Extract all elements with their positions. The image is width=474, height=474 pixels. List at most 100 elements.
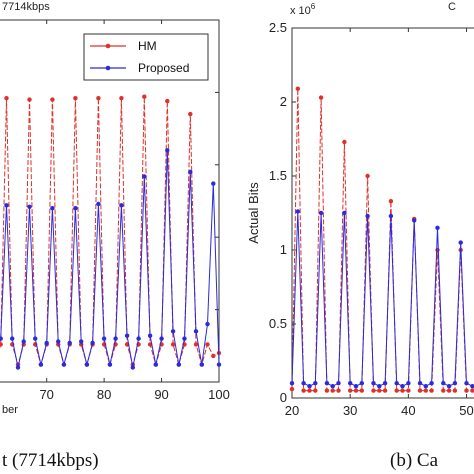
series-point-proposed xyxy=(119,203,124,208)
series-point-proposed xyxy=(441,381,446,386)
chart-right-title: C xyxy=(448,1,456,13)
chart-right-ylabel: Actual Bits xyxy=(246,182,261,244)
series-point-proposed xyxy=(27,204,32,209)
series-point-hm xyxy=(330,388,335,393)
chart-right-exponent-power: 6 xyxy=(311,2,316,11)
series-point-proposed xyxy=(452,381,458,386)
series-point-hm xyxy=(446,388,452,393)
series-point-hm xyxy=(307,388,312,393)
series-point-proposed xyxy=(199,362,204,367)
series-point-proposed xyxy=(142,174,147,179)
series-point-hm xyxy=(27,97,32,102)
x-tick-label: 30 xyxy=(343,403,357,418)
y-tick-label: 0 xyxy=(280,390,287,405)
series-point-proposed xyxy=(113,336,118,341)
series-point-proposed xyxy=(101,336,107,341)
series-point-hm xyxy=(4,96,9,101)
legend-box xyxy=(83,33,209,81)
series-point-proposed xyxy=(295,209,300,214)
series-point-proposed xyxy=(301,381,306,386)
series-point-proposed xyxy=(289,381,295,386)
series-point-hm xyxy=(377,388,382,393)
series-point-proposed xyxy=(176,362,181,367)
series-point-hm xyxy=(301,388,306,393)
series-point-hm xyxy=(73,96,78,101)
series-point-hm xyxy=(119,96,124,101)
series-line-proposed xyxy=(291,211,474,387)
series-point-proposed xyxy=(324,381,330,386)
series-point-proposed xyxy=(136,336,141,341)
series-point-hm xyxy=(382,388,388,393)
series-point-proposed xyxy=(90,340,95,346)
series-point-hm xyxy=(342,139,347,145)
y-tick-label: 1.5 xyxy=(269,168,287,183)
series-point-hm xyxy=(423,388,428,393)
series-point-hm xyxy=(313,388,318,393)
series-point-proposed xyxy=(107,362,113,367)
x-tick-label: 50 xyxy=(459,403,473,418)
series-line-proposed xyxy=(0,150,220,368)
x-tick-label: 70 xyxy=(39,387,53,402)
series-point-proposed xyxy=(388,213,394,219)
series-point-proposed xyxy=(470,384,474,389)
series-point-hm xyxy=(417,388,423,393)
series-point-proposed xyxy=(330,384,335,389)
series-point-proposed xyxy=(188,169,193,175)
series-point-proposed xyxy=(336,381,341,386)
series-point-proposed xyxy=(313,381,318,386)
series-point-proposed xyxy=(377,384,382,389)
series-point-proposed xyxy=(307,384,312,389)
series-point-proposed xyxy=(84,362,90,367)
series-point-hm xyxy=(441,388,446,393)
legend-proposed-label: Proposed xyxy=(138,61,189,75)
chart-right-ticks: 20 30 40 50 0 0.5 1 1.5 2 2.5 xyxy=(269,20,474,418)
series-point-proposed xyxy=(429,381,434,386)
series-point-hm xyxy=(429,388,434,393)
series-point-proposed xyxy=(365,213,370,219)
chart-right-exponent: x 106 xyxy=(290,2,316,17)
series-point-hm xyxy=(289,386,295,392)
series-point-hm xyxy=(205,342,210,347)
chart-left-series xyxy=(0,94,222,370)
series-point-proposed xyxy=(165,148,170,153)
series-point-proposed xyxy=(394,381,399,386)
series-point-proposed xyxy=(371,381,376,386)
x-tick-label: 90 xyxy=(154,387,168,402)
series-point-proposed xyxy=(342,210,347,216)
series-point-hm xyxy=(406,388,411,393)
chart-left-ticks: 70 80 90 100 xyxy=(39,19,230,402)
chart-left-legend: HM Proposed xyxy=(83,33,209,81)
series-point-proposed xyxy=(10,336,15,341)
series-point-hm xyxy=(371,388,376,393)
chart-right-series xyxy=(289,86,474,393)
legend-hm-marker xyxy=(105,43,111,49)
x-tick-label: 40 xyxy=(401,403,415,418)
series-point-proposed xyxy=(15,365,21,370)
series-point-proposed xyxy=(0,336,3,341)
series-point-proposed xyxy=(406,381,411,386)
chart-right: C x 106 Actual Bits 20 30 40 50 0 0.5 1 1.5 2 2.5… xyxy=(246,1,474,471)
legend-hm-label: HM xyxy=(138,39,157,53)
y-tick-label: 2 xyxy=(280,94,287,109)
series-point-hm xyxy=(50,97,55,102)
series-point-proposed xyxy=(38,362,44,367)
series-point-proposed xyxy=(4,203,9,208)
series-point-hm xyxy=(353,388,359,393)
series-point-proposed xyxy=(211,181,216,186)
series-point-proposed xyxy=(73,206,78,211)
series-point-proposed xyxy=(400,384,405,389)
series-point-hm xyxy=(295,86,300,91)
chart-left: 7714kbps 70 80 90 100 HM Proposed ber t (77… xyxy=(0,1,230,471)
series-point-proposed xyxy=(417,381,423,386)
series-point-hm xyxy=(193,342,199,347)
series-point-proposed xyxy=(130,365,135,370)
series-point-proposed xyxy=(182,336,187,341)
series-point-hm xyxy=(388,199,394,204)
series-point-proposed xyxy=(50,206,55,211)
series-point-hm xyxy=(142,94,147,99)
series-point-hm xyxy=(470,388,474,393)
series-point-hm xyxy=(165,98,170,104)
series-point-hm xyxy=(365,173,370,179)
series-point-proposed xyxy=(348,381,353,386)
series-point-hm xyxy=(394,388,399,393)
